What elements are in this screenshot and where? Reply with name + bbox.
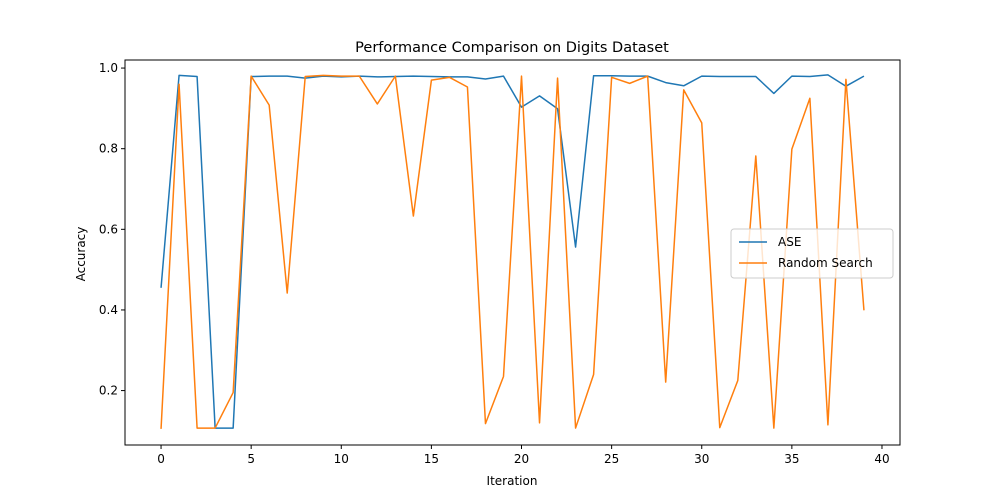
chart-title: Performance Comparison on Digits Dataset <box>355 40 669 56</box>
x-tick-label: 15 <box>424 452 439 466</box>
series-line-ase <box>160 74 865 429</box>
x-tick-label: 40 <box>874 452 889 466</box>
y-tick-label: 0.6 <box>99 222 118 236</box>
y-axis-label: Accuracy <box>74 227 88 282</box>
x-tick-label: 20 <box>514 452 529 466</box>
x-tick-label: 5 <box>247 452 255 466</box>
x-tick-label: 10 <box>334 452 349 466</box>
legend: ASE Random Search <box>730 228 894 279</box>
x-axis-label: Iteration <box>487 474 538 488</box>
x-tick-label: 25 <box>604 452 619 466</box>
y-tick-label: 0.8 <box>99 142 118 156</box>
y-tick-label: 0.4 <box>99 303 118 317</box>
x-tick-label: 30 <box>694 452 709 466</box>
x-tick-label: 35 <box>784 452 799 466</box>
legend-label-random-search: Random Search <box>778 256 873 270</box>
y-tick-label: 1.0 <box>99 61 118 75</box>
legend-label-ase: ASE <box>778 235 801 249</box>
plot-frame <box>124 59 901 446</box>
x-tick-label: 0 <box>157 452 165 466</box>
y-tick-label: 0.2 <box>99 384 118 398</box>
legend-box <box>730 228 894 279</box>
